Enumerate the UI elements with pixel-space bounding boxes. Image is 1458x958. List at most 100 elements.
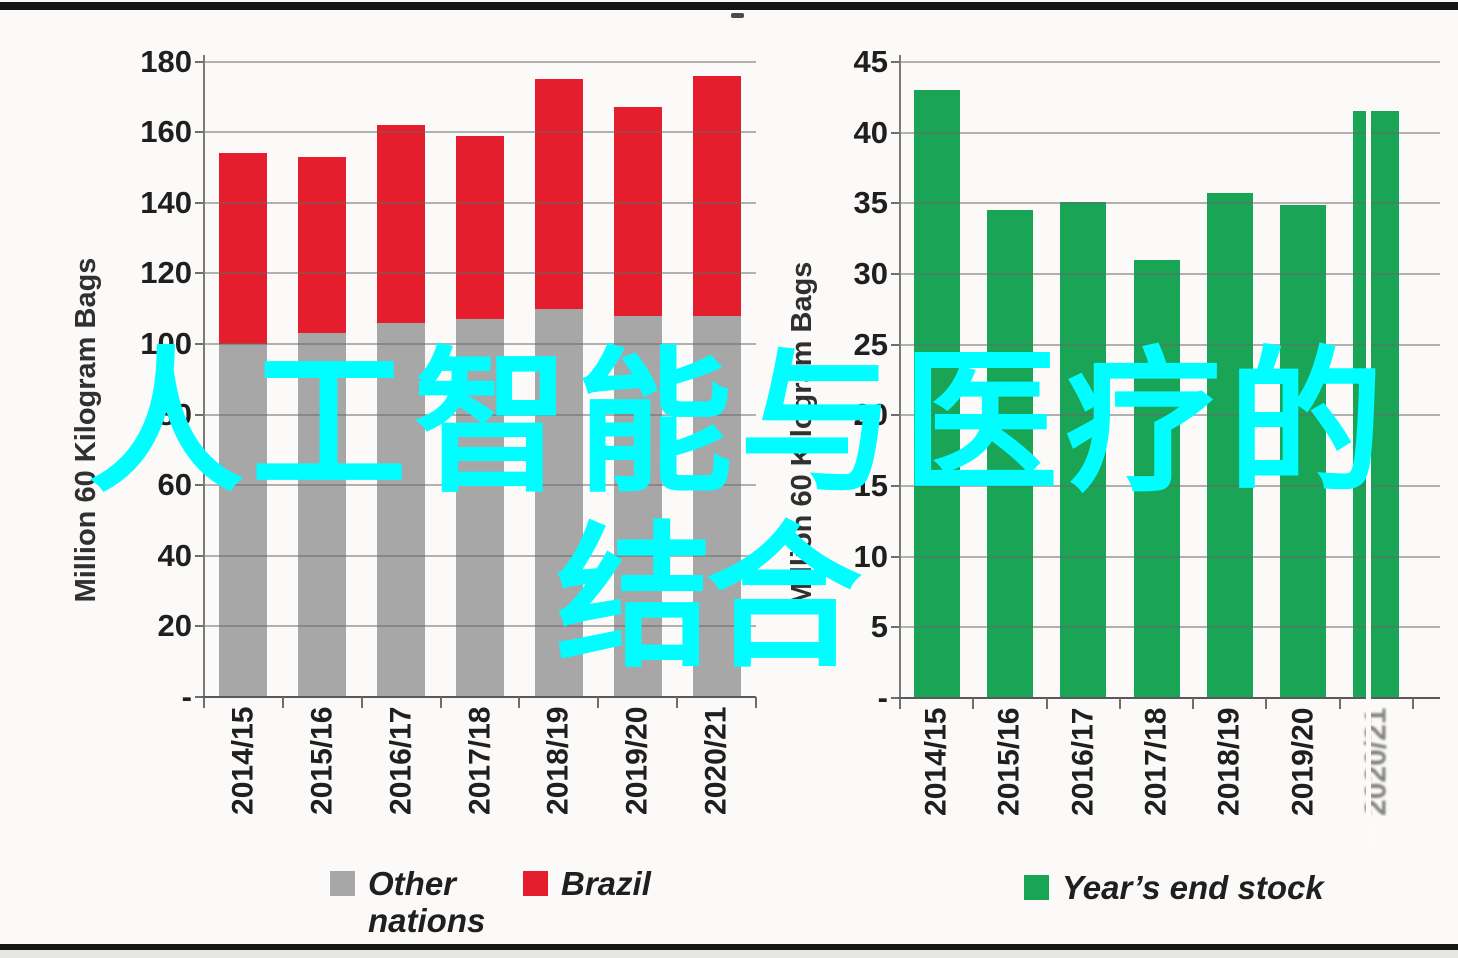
x-tick-label: 2020/21 [699,706,733,815]
y-tick-mark [891,697,900,699]
gridline [204,342,756,345]
y-tick-mark [195,272,204,275]
bar-other-nations [613,315,662,697]
gridline [204,413,756,416]
bar-brazil [534,79,583,309]
bottom-gray-strip [0,950,1458,958]
y-tick-label: - [181,679,192,714]
y-tick-mark [195,625,204,628]
y-axis-line [899,55,901,698]
bar-other-nations [219,343,268,697]
gridline [900,61,1440,63]
y-tick-label: 20 [853,397,888,433]
x-tick-label: 2015/16 [992,707,1026,816]
y-tick-label: 25 [853,326,888,362]
y-axis-line [203,54,205,697]
white-line-artifact [1366,110,1371,852]
bar-brazil [613,107,662,316]
x-tick-mark [203,697,205,708]
x-tick-label: 2019/20 [620,706,654,815]
y-tick-label: 15 [853,468,888,503]
x-tick-mark [1265,698,1268,709]
y-tick-mark [195,201,204,204]
y-tick-mark [891,131,900,134]
x-tick-label: 2015/16 [305,706,339,815]
x-tick-label: 2017/18 [1139,707,1173,816]
y-tick-label: 40 [157,537,192,573]
x-tick-mark [1045,698,1048,709]
legend-label: Other nations [368,865,486,939]
y-tick-mark [195,696,204,698]
bar-year-s-end-stock [1060,201,1107,698]
bar-brazil [692,75,741,316]
y-tick-mark [891,626,900,629]
legend-item: Year’s end stock [1024,869,1324,907]
x-tick-label: 2019/20 [1286,707,1320,816]
y-tick-mark [891,273,900,275]
y-tick-label: 40 [853,114,888,150]
legend-swatch [1024,875,1049,900]
legend: Year’s end stock [1024,869,1324,907]
y-tick-label: 35 [853,185,888,221]
y-tick-mark [891,343,900,346]
y-tick-label: 160 [140,114,192,150]
gridline [900,626,1440,629]
y-tick-label: 45 [853,44,888,79]
gridline [900,273,1440,275]
bar-other-nations [377,322,426,697]
legend-swatch [330,871,355,896]
legend: Other nations Brazil [330,865,651,940]
x-axis-line [202,696,756,698]
x-tick-label: 2014/15 [919,707,953,816]
bar-brazil [377,125,426,323]
x-tick-label: 2016/17 [384,706,418,815]
gridline [204,201,756,204]
gridline [204,484,756,487]
x-tick-mark [972,698,975,709]
gridline [204,131,756,134]
y-tick-label: 100 [140,325,192,361]
x-tick-mark [518,697,521,708]
x-tick-label: 2018/19 [1212,707,1246,816]
bar-year-s-end-stock [1206,193,1253,698]
y-tick-mark [195,554,204,557]
legend-item: Other nations [330,865,493,940]
gridline [900,131,1440,134]
legend-swatch [523,871,548,896]
x-tick-label: 2017/18 [463,706,496,815]
x-tick-label: 2014/15 [226,706,260,815]
y-tick-label: 10 [853,538,888,574]
y-tick-label: 120 [140,255,192,291]
x-tick-mark [281,697,284,708]
x-tick-mark [1338,698,1341,709]
y-tick-label: 180 [140,43,192,79]
gridline [900,202,1440,205]
legend-label: Brazil [561,865,651,902]
y-tick-mark [891,485,900,487]
x-tick-label: 2016/17 [1066,707,1100,816]
x-tick-mark [360,697,363,708]
x-tick-label: 2018/19 [541,706,575,815]
gridline [900,555,1440,558]
y-tick-mark [195,60,204,63]
x-tick-mark [439,697,442,708]
bar-year-s-end-stock [1280,204,1327,698]
y-tick-label: 30 [853,256,888,291]
x-tick-mark [676,697,679,708]
gridline [204,60,756,63]
x-axis-line [898,697,1440,699]
gridline [204,554,756,557]
bar-year-s-end-stock [1133,259,1180,698]
top-border-bar [0,2,1458,10]
x-tick-label: 2020/21 [1359,707,1393,816]
bar-brazil [298,156,347,334]
x-tick-mark [1118,698,1121,709]
y-tick-label: 60 [157,467,192,503]
gridline [204,272,756,275]
watermark-line1: 人工智能与医疗的 [88,332,1384,514]
gridline [900,414,1440,417]
top-center-dash-artifact [731,13,744,18]
y-tick-mark [195,342,204,345]
y-tick-mark [891,555,900,558]
bar-other-nations [692,315,741,697]
